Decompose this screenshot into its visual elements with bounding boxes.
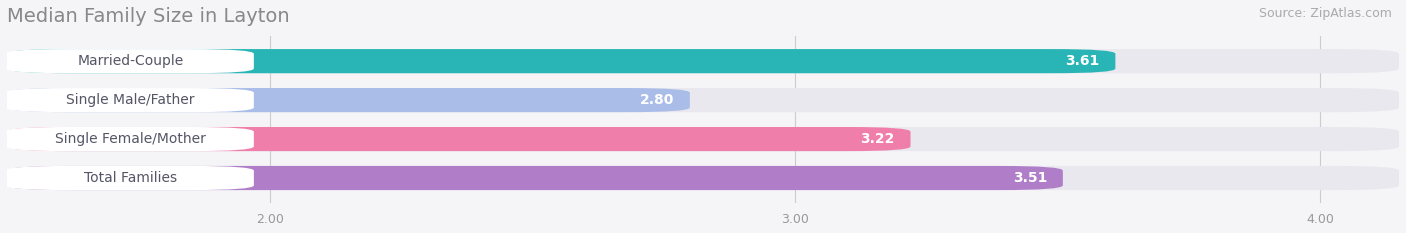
Text: Source: ZipAtlas.com: Source: ZipAtlas.com	[1258, 7, 1392, 20]
Text: Median Family Size in Layton: Median Family Size in Layton	[7, 7, 290, 26]
Text: Married-Couple: Married-Couple	[77, 54, 184, 68]
FancyBboxPatch shape	[7, 127, 1399, 151]
FancyBboxPatch shape	[4, 166, 254, 190]
FancyBboxPatch shape	[4, 49, 254, 73]
FancyBboxPatch shape	[4, 127, 254, 151]
FancyBboxPatch shape	[7, 88, 1399, 112]
FancyBboxPatch shape	[7, 166, 1063, 190]
FancyBboxPatch shape	[7, 166, 1399, 190]
FancyBboxPatch shape	[7, 49, 1399, 73]
Text: 2.80: 2.80	[640, 93, 673, 107]
FancyBboxPatch shape	[7, 49, 1115, 73]
Text: 3.51: 3.51	[1012, 171, 1047, 185]
FancyBboxPatch shape	[7, 88, 690, 112]
Text: 3.22: 3.22	[860, 132, 894, 146]
Text: Total Families: Total Families	[84, 171, 177, 185]
FancyBboxPatch shape	[7, 127, 911, 151]
Text: Single Male/Father: Single Male/Father	[66, 93, 194, 107]
Text: 3.61: 3.61	[1066, 54, 1099, 68]
FancyBboxPatch shape	[4, 88, 254, 112]
Text: Single Female/Mother: Single Female/Mother	[55, 132, 205, 146]
